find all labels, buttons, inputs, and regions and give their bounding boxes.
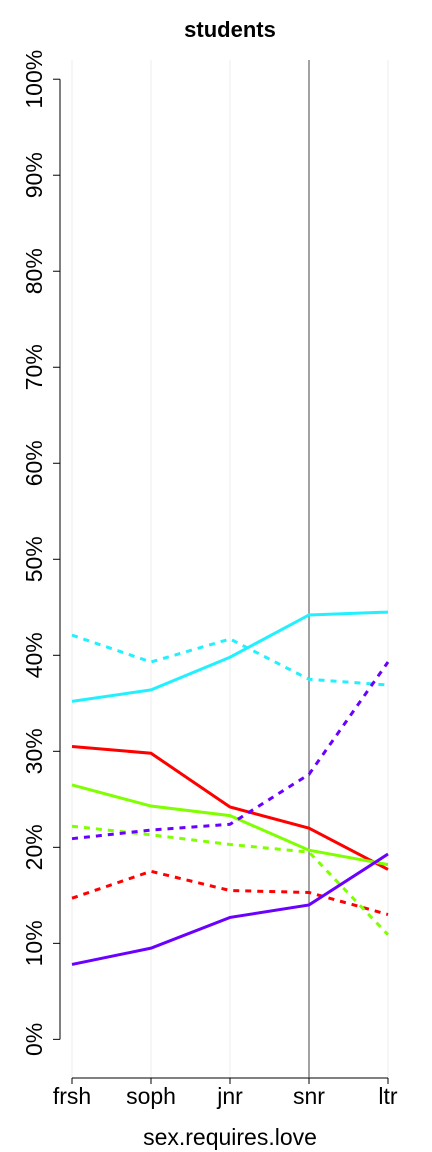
- series-line: [71, 745, 389, 871]
- x-axis-label: sex.requires.love: [143, 1124, 317, 1150]
- y-tick-label: 70%: [21, 344, 47, 390]
- y-tick-label: 0%: [21, 1023, 47, 1056]
- series-line: [71, 610, 389, 703]
- x-tick-label: soph: [126, 1083, 176, 1109]
- y-tick-label: 60%: [21, 440, 47, 486]
- x-tick-label: jnr: [216, 1083, 243, 1109]
- x-tick-label: frsh: [53, 1083, 91, 1109]
- y-tick-label: 30%: [21, 728, 47, 774]
- y-tick-label: 80%: [21, 248, 47, 294]
- y-tick-label: 50%: [21, 536, 47, 582]
- series-line: [71, 633, 389, 687]
- y-tick-label: 40%: [21, 632, 47, 678]
- x-tick-label: ltr: [378, 1083, 398, 1109]
- series-line: [71, 661, 390, 841]
- y-tick-label: 100%: [21, 50, 47, 109]
- y-tick-label: 10%: [21, 920, 47, 966]
- chart-title: students: [184, 17, 276, 42]
- series-line: [71, 852, 389, 966]
- y-tick-label: 90%: [21, 152, 47, 198]
- x-tick-label: snr: [293, 1083, 325, 1109]
- y-tick-label: 20%: [21, 824, 47, 870]
- series-line: [71, 783, 389, 867]
